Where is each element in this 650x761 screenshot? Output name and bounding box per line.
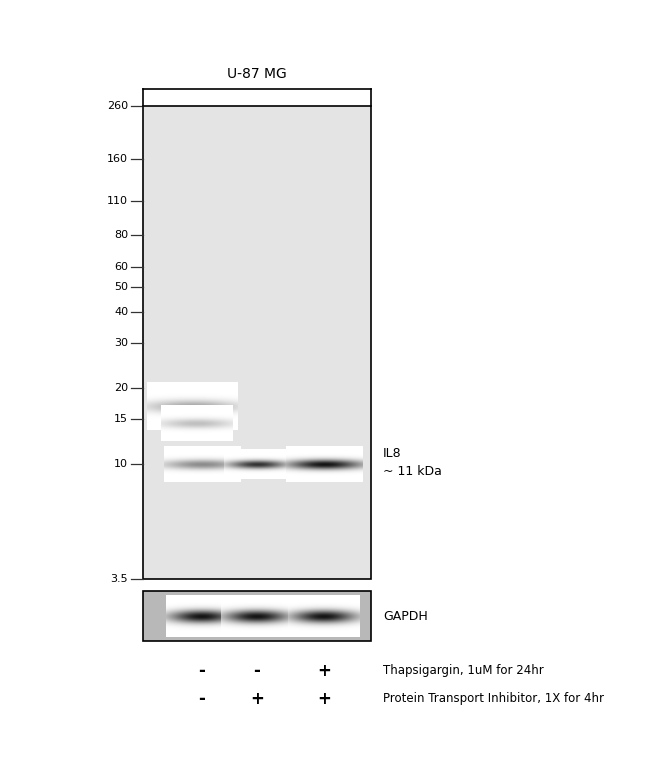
Text: 3.5: 3.5 [111,575,128,584]
Text: 260: 260 [107,101,128,111]
Text: 30: 30 [114,338,128,349]
Text: +: + [317,662,331,680]
Text: 20: 20 [114,383,128,393]
Text: 160: 160 [107,154,128,164]
Text: Thapsigargin, 1uM for 24hr: Thapsigargin, 1uM for 24hr [383,664,543,677]
Text: 60: 60 [114,262,128,272]
Text: -: - [254,662,261,680]
Text: Protein Transport Inhibitor, 1X for 4hr: Protein Transport Inhibitor, 1X for 4hr [383,693,604,705]
Text: ~ 11 kDa: ~ 11 kDa [383,466,442,479]
Text: 110: 110 [107,196,128,205]
Text: IL8: IL8 [383,447,402,460]
Text: 50: 50 [114,282,128,292]
Text: -: - [198,689,205,708]
Bar [142,591,371,641]
Text: 40: 40 [114,307,128,317]
Text: 10: 10 [114,459,128,469]
Text: 15: 15 [114,415,128,425]
Text: 80: 80 [114,231,128,240]
Text: +: + [317,689,331,708]
Text: -: - [198,662,205,680]
Text: U-87 MG: U-87 MG [227,67,287,81]
Bar [142,106,371,579]
Text: GAPDH: GAPDH [383,610,428,622]
Text: +: + [250,689,264,708]
